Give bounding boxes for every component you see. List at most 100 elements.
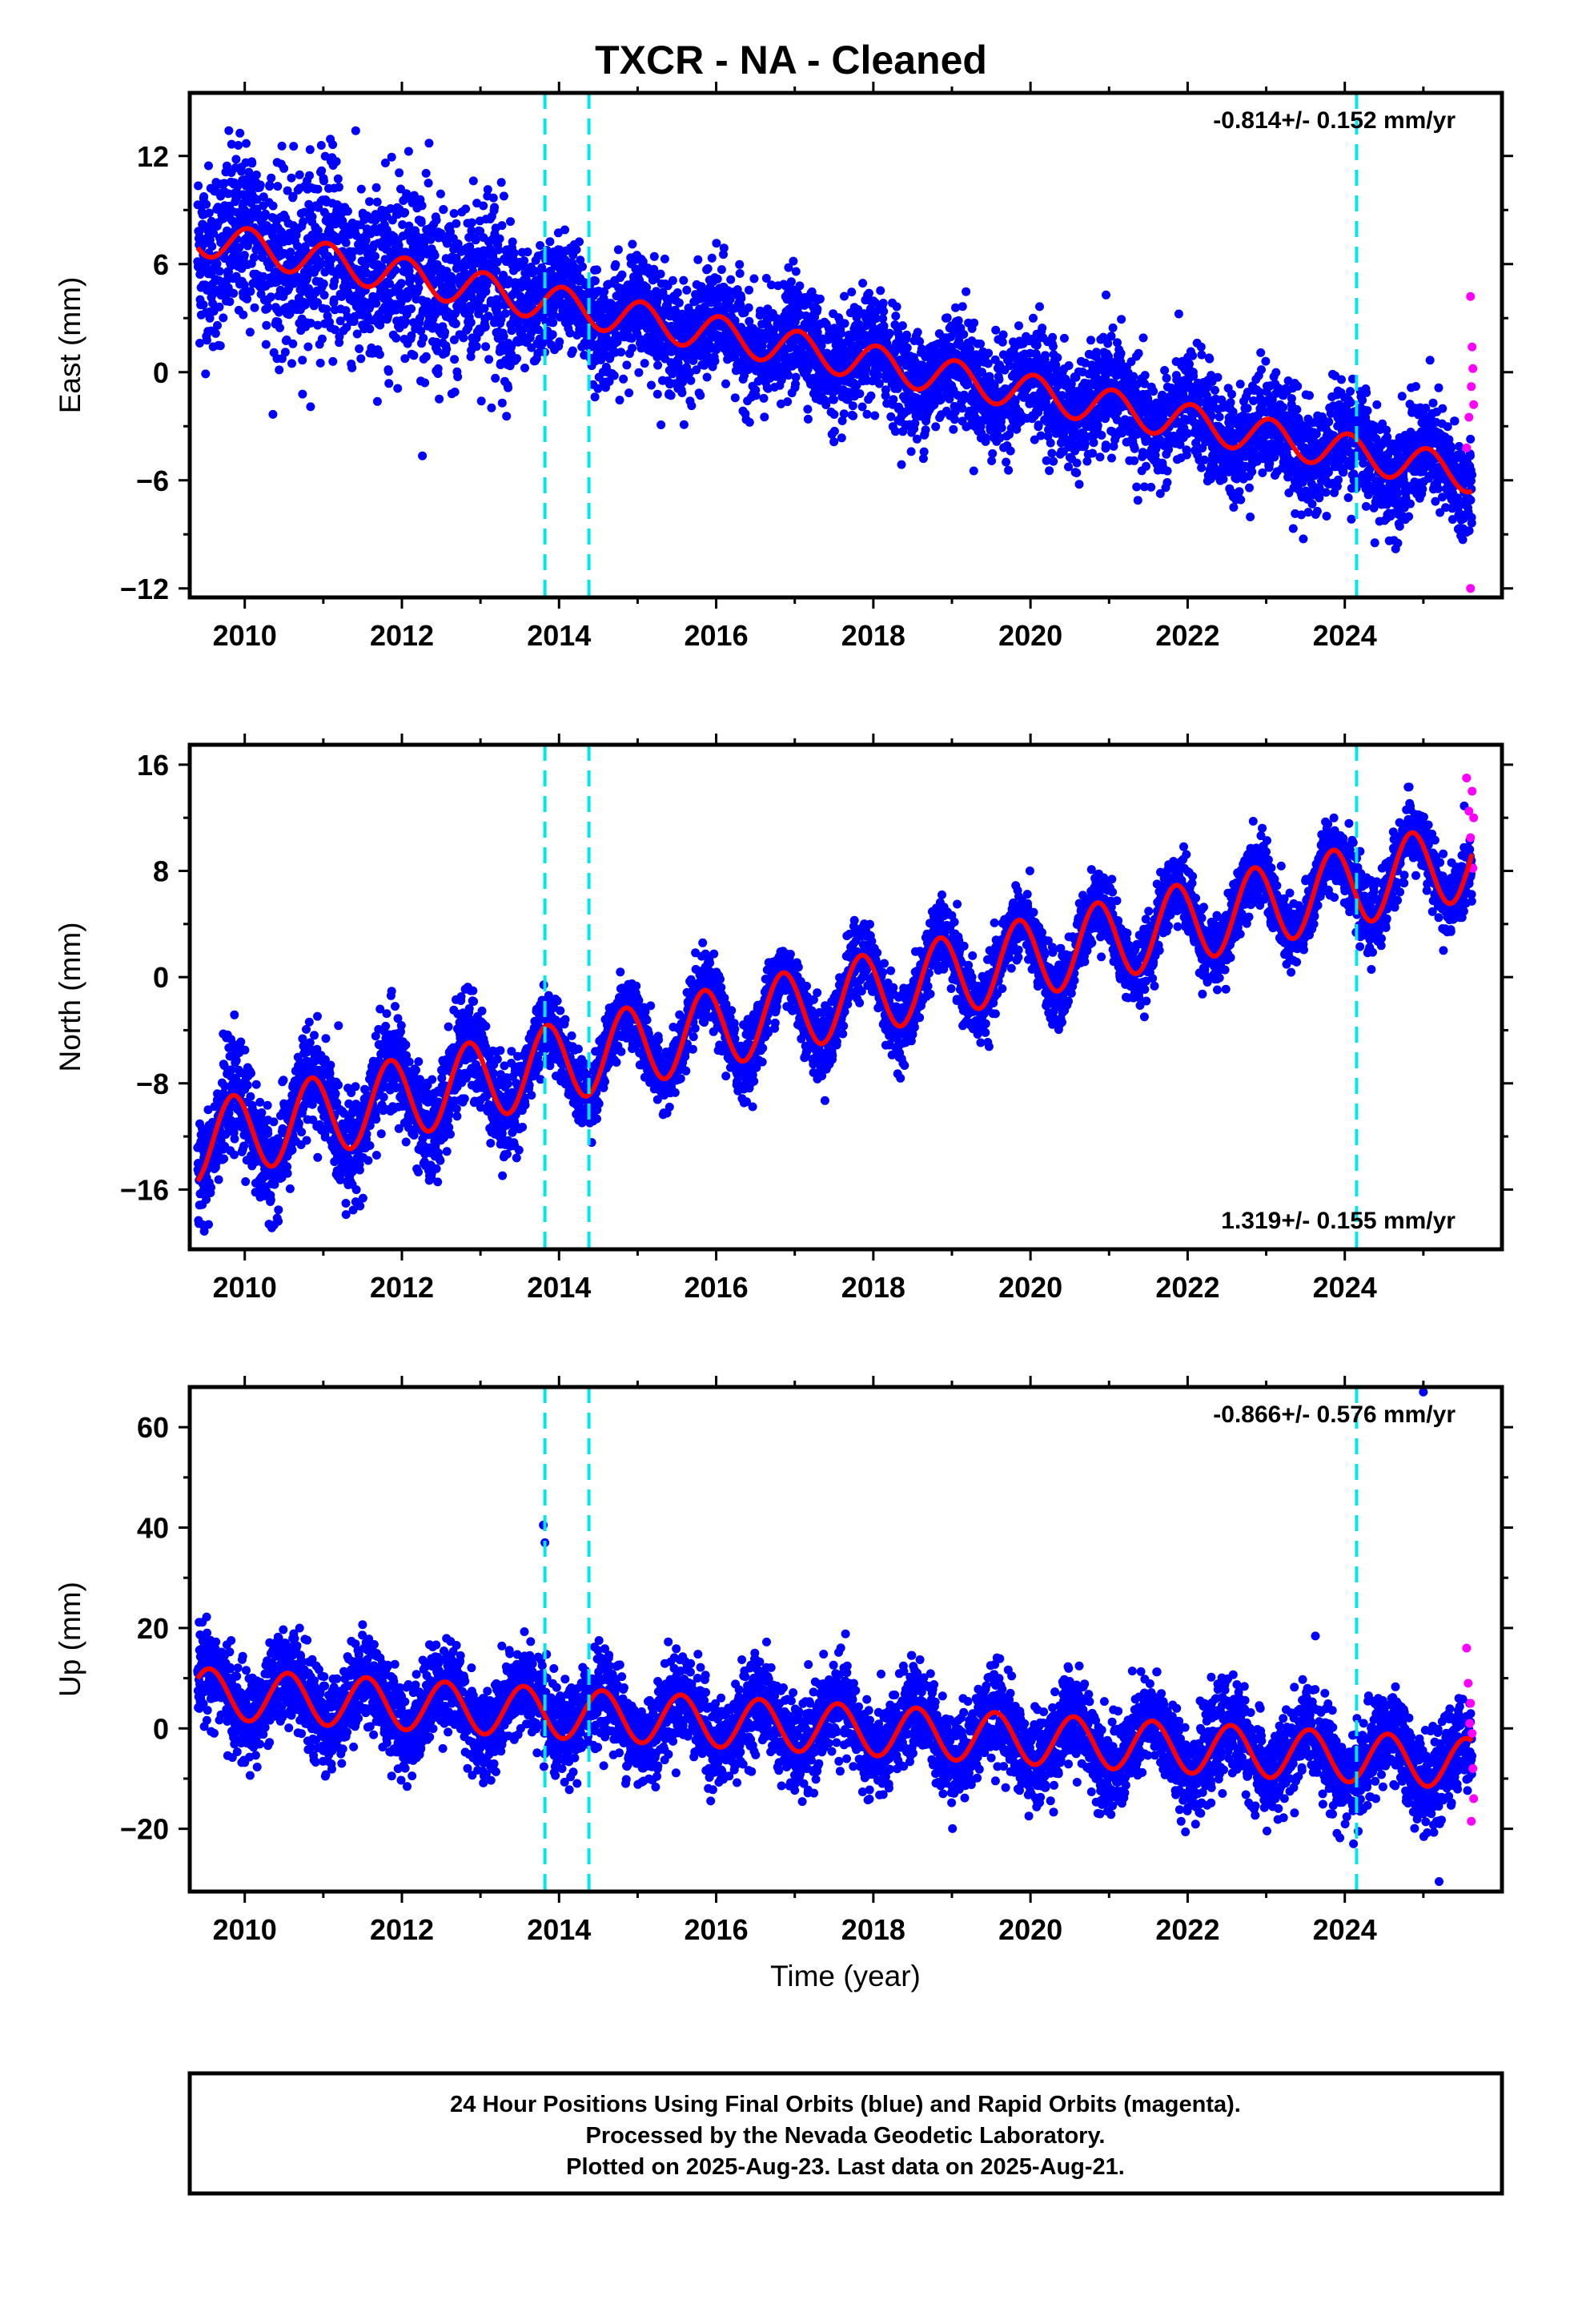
data-point [396,288,406,298]
data-point [450,388,460,396]
data-point [509,248,519,258]
data-point [440,328,450,337]
data-point [1088,448,1098,458]
data-point [432,215,441,225]
data-point [624,388,634,398]
data-point [317,166,327,175]
data-point [267,173,276,183]
data-point [365,324,375,334]
data-point [508,237,517,247]
data-point [520,364,529,372]
data-point [261,209,270,219]
data-point [328,356,338,366]
data-point [215,267,224,276]
data-point [421,168,431,178]
data-point [377,263,387,272]
data-point [303,342,313,352]
data-point [219,313,228,323]
data-point [682,285,692,295]
data-point [222,161,231,171]
data-point [1053,353,1062,363]
data-point [1130,444,1139,453]
data-point [721,379,730,388]
data-point [497,398,507,408]
data-point [628,344,637,353]
data-point [737,294,746,304]
data-point [1182,450,1191,460]
data-point [245,328,255,337]
data-point [897,460,906,469]
data-point [1117,315,1126,324]
data-point [246,287,255,296]
data-point [889,395,898,404]
data-point [428,232,437,242]
data-point [866,391,876,400]
data-point [391,265,400,275]
data-point [499,191,508,201]
data-point [316,141,326,150]
data-point [1211,385,1219,395]
data-point [548,330,557,340]
data-point [328,140,338,150]
data-point [991,325,1001,335]
data-point [902,330,911,340]
data-point [380,159,390,167]
data-point [1197,350,1207,360]
data-point [575,237,584,247]
data-point [913,328,922,337]
data-point [1162,478,1172,487]
data-point [494,245,504,255]
data-point [950,415,959,424]
data-point [1047,448,1057,458]
data-point [813,304,822,314]
data-point [931,422,941,432]
data-point [693,255,703,264]
data-point [401,317,411,327]
data-point [735,269,745,278]
data-point [356,184,366,194]
data-point [416,326,426,336]
data-point [294,272,303,282]
data-point [656,269,665,279]
data-point [223,189,233,199]
data-point [207,242,217,251]
data-point [352,329,362,339]
data-point [334,183,343,192]
data-point [242,139,251,148]
data-point [840,319,849,328]
data-point [997,423,1006,432]
data-point [244,167,254,177]
data-point [906,447,916,456]
data-point [719,243,729,253]
data-point [1227,389,1236,399]
data-point [356,354,366,364]
data-point [407,331,416,340]
data-point [1089,438,1098,448]
data-point [998,330,1008,340]
data-point [1004,465,1014,475]
data-point [1205,354,1215,364]
data-point [1014,321,1023,331]
data-point [791,267,801,276]
data-point [194,181,203,191]
data-point [1174,309,1183,319]
data-point [491,373,500,383]
data-point [343,207,352,216]
data-point [959,330,969,339]
data-point [521,275,531,284]
data-point [383,367,393,376]
data-point [857,402,867,412]
data-point [1261,356,1271,366]
data-point [1243,404,1252,413]
data-point [783,397,793,407]
data-point [331,325,339,335]
data-point [970,318,979,328]
data-point [902,343,912,352]
data-point [495,234,504,243]
data-point [263,302,273,312]
data-point [1002,457,1011,467]
data-point [277,141,287,151]
data-point [628,239,637,249]
data-point [355,344,364,353]
data-point [710,356,720,366]
